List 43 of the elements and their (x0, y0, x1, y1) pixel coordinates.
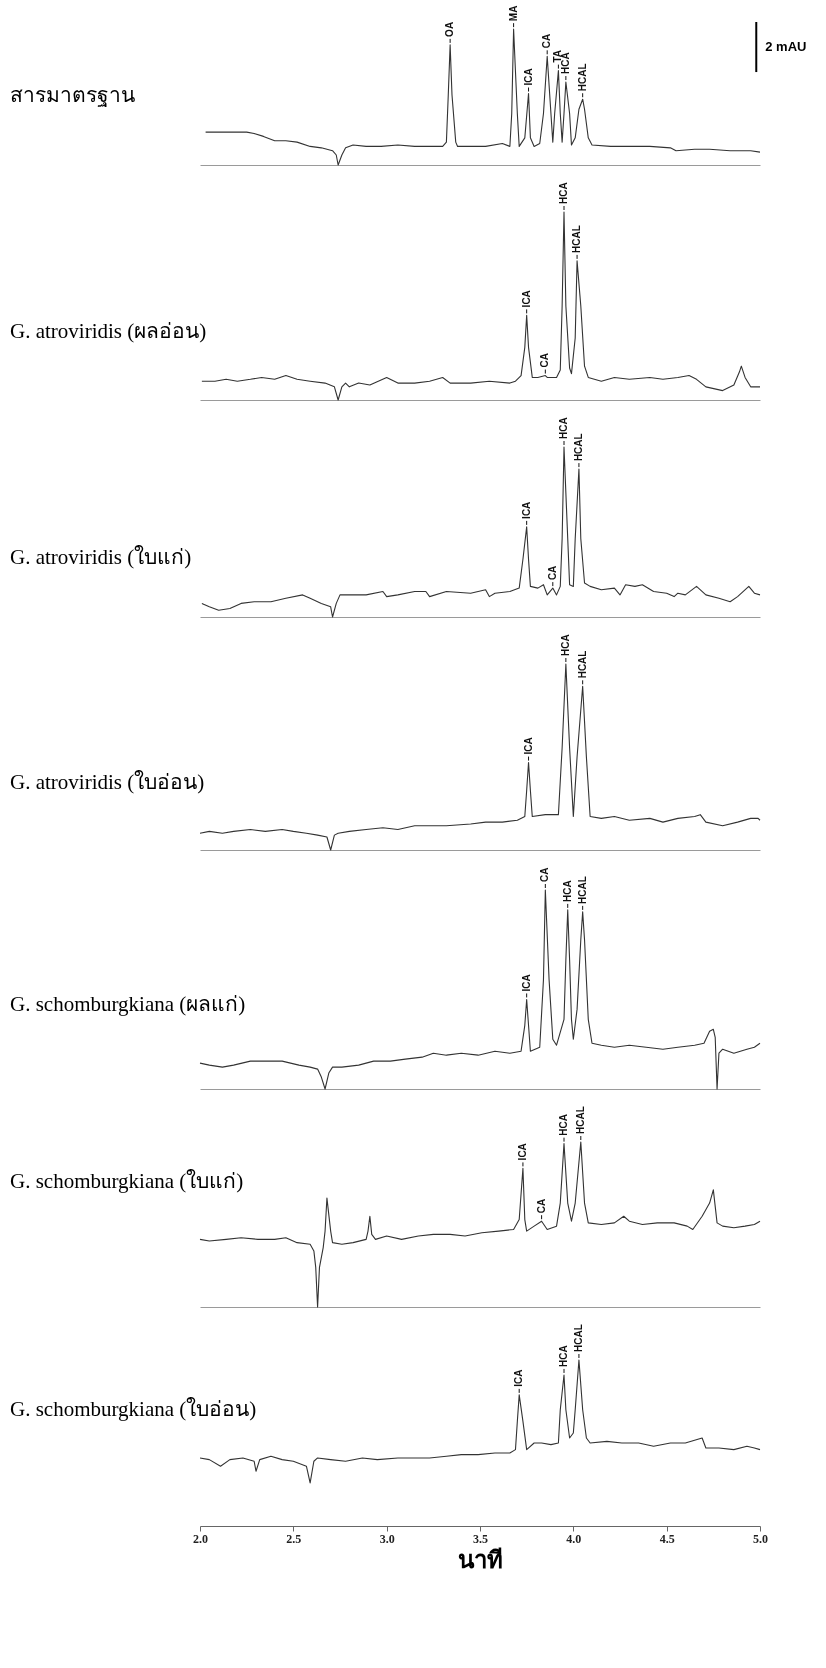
annotation: HCAL (571, 225, 583, 253)
text: G. schomburgkiana (ผลแก่) (10, 992, 246, 1017)
annotation: ICA (520, 974, 532, 992)
annotation: OA (444, 21, 456, 37)
text: G. schomburgkiana (ใบแก่) (10, 1168, 244, 1193)
annotation: HCA (558, 1113, 569, 1136)
annotation: HCA (558, 1345, 569, 1367)
series-label: 2 mAU (765, 39, 807, 55)
annotation: ICA (520, 501, 532, 519)
annotation: HCA (558, 182, 569, 204)
annotation: HCAL (572, 1324, 584, 1352)
annotation: CA (535, 1198, 547, 1214)
annotation: ICA (522, 68, 534, 86)
text: สารมาตรฐาน (10, 83, 135, 108)
x-tick-label: 4.0 (566, 1531, 582, 1546)
annotation: HCAL (576, 650, 588, 679)
annotation: HCA (558, 417, 569, 439)
annotation: HCAL (574, 1106, 586, 1134)
annotation: HCAL (576, 876, 588, 904)
x-tick-label: 2.0 (193, 1531, 208, 1546)
annotation: CA (546, 565, 558, 581)
annotation: HCAL (576, 63, 588, 92)
annotation: CA (541, 33, 553, 49)
text: G. atroviridis (ใบอ่อน) (10, 770, 205, 795)
text: G. schomburgkiana (ใบอ่อน) (10, 1396, 257, 1421)
annotation: ICA (516, 1143, 528, 1161)
annotation: HCA (561, 880, 573, 902)
x-axis-title: นาที (458, 1546, 503, 1573)
annotation: HCAL (572, 433, 584, 462)
text: G. atroviridis (ใบแก่) (10, 544, 192, 569)
x-tick-label: 3.0 (379, 1531, 395, 1546)
x-tick-label: 5.0 (753, 1531, 768, 1546)
annotation: MA (507, 5, 519, 22)
text: G. atroviridis (ผลอ่อน) (10, 319, 207, 344)
annotation: ICA (522, 737, 534, 755)
annotation: ICA (520, 290, 532, 308)
annotation: CA (539, 353, 551, 368)
x-tick-label: 3.5 (473, 1531, 488, 1546)
x-tick-label: 4.5 (659, 1531, 675, 1546)
annotation: CA (539, 867, 551, 882)
annotation: ICA (513, 1369, 525, 1387)
annotation: HCA (559, 634, 571, 656)
x-tick-label: 2.5 (286, 1531, 302, 1546)
